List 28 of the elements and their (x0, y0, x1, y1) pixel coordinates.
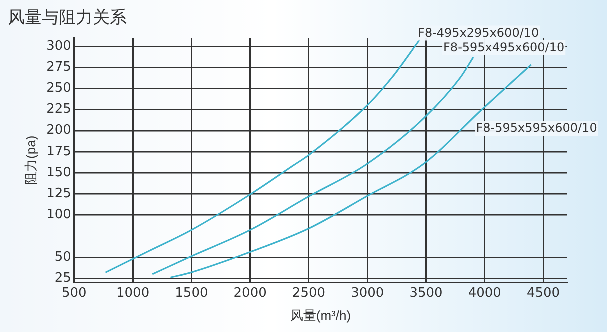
x-tick-label: 500 (62, 286, 87, 301)
y-tick-label: 175 (46, 144, 72, 160)
x-tick-label: 3000 (351, 286, 384, 301)
y-tick-label: 275 (46, 60, 72, 75)
y-axis-title: 阻力(pa) (23, 136, 38, 185)
y-tick-label: 300 (46, 38, 72, 54)
x-tick-label: 2500 (292, 286, 326, 301)
y-tick-label: 25 (54, 270, 72, 286)
x-tick-label: 2000 (234, 286, 267, 301)
y-tick-label: 50 (54, 250, 72, 265)
series-label: F8-595x595x600/10 (476, 121, 598, 136)
y-tick-label: 125 (46, 186, 72, 202)
y-tick-label: 100 (46, 208, 72, 223)
y-tick-label: 250 (46, 81, 72, 96)
y-tick-label: 200 (46, 123, 72, 138)
x-tick-label: 1500 (175, 286, 208, 301)
y-tick-label: 225 (46, 102, 72, 118)
x-tick-label: 4000 (468, 286, 502, 301)
series-label: F8-495x295x600/10 (418, 26, 540, 40)
line-series (104, 38, 421, 274)
x-tick-label: 3500 (410, 286, 443, 301)
x-tick-label: 1000 (116, 286, 150, 301)
x-axis-title: 风量(m³/h) (290, 308, 352, 323)
line-series (152, 56, 474, 276)
y-tick-label: 150 (46, 165, 72, 180)
chart-title: 风量与阻力关系 (8, 7, 127, 29)
text: F8-595x495x600/10 (444, 40, 565, 55)
x-tick-label: 4500 (526, 286, 560, 301)
